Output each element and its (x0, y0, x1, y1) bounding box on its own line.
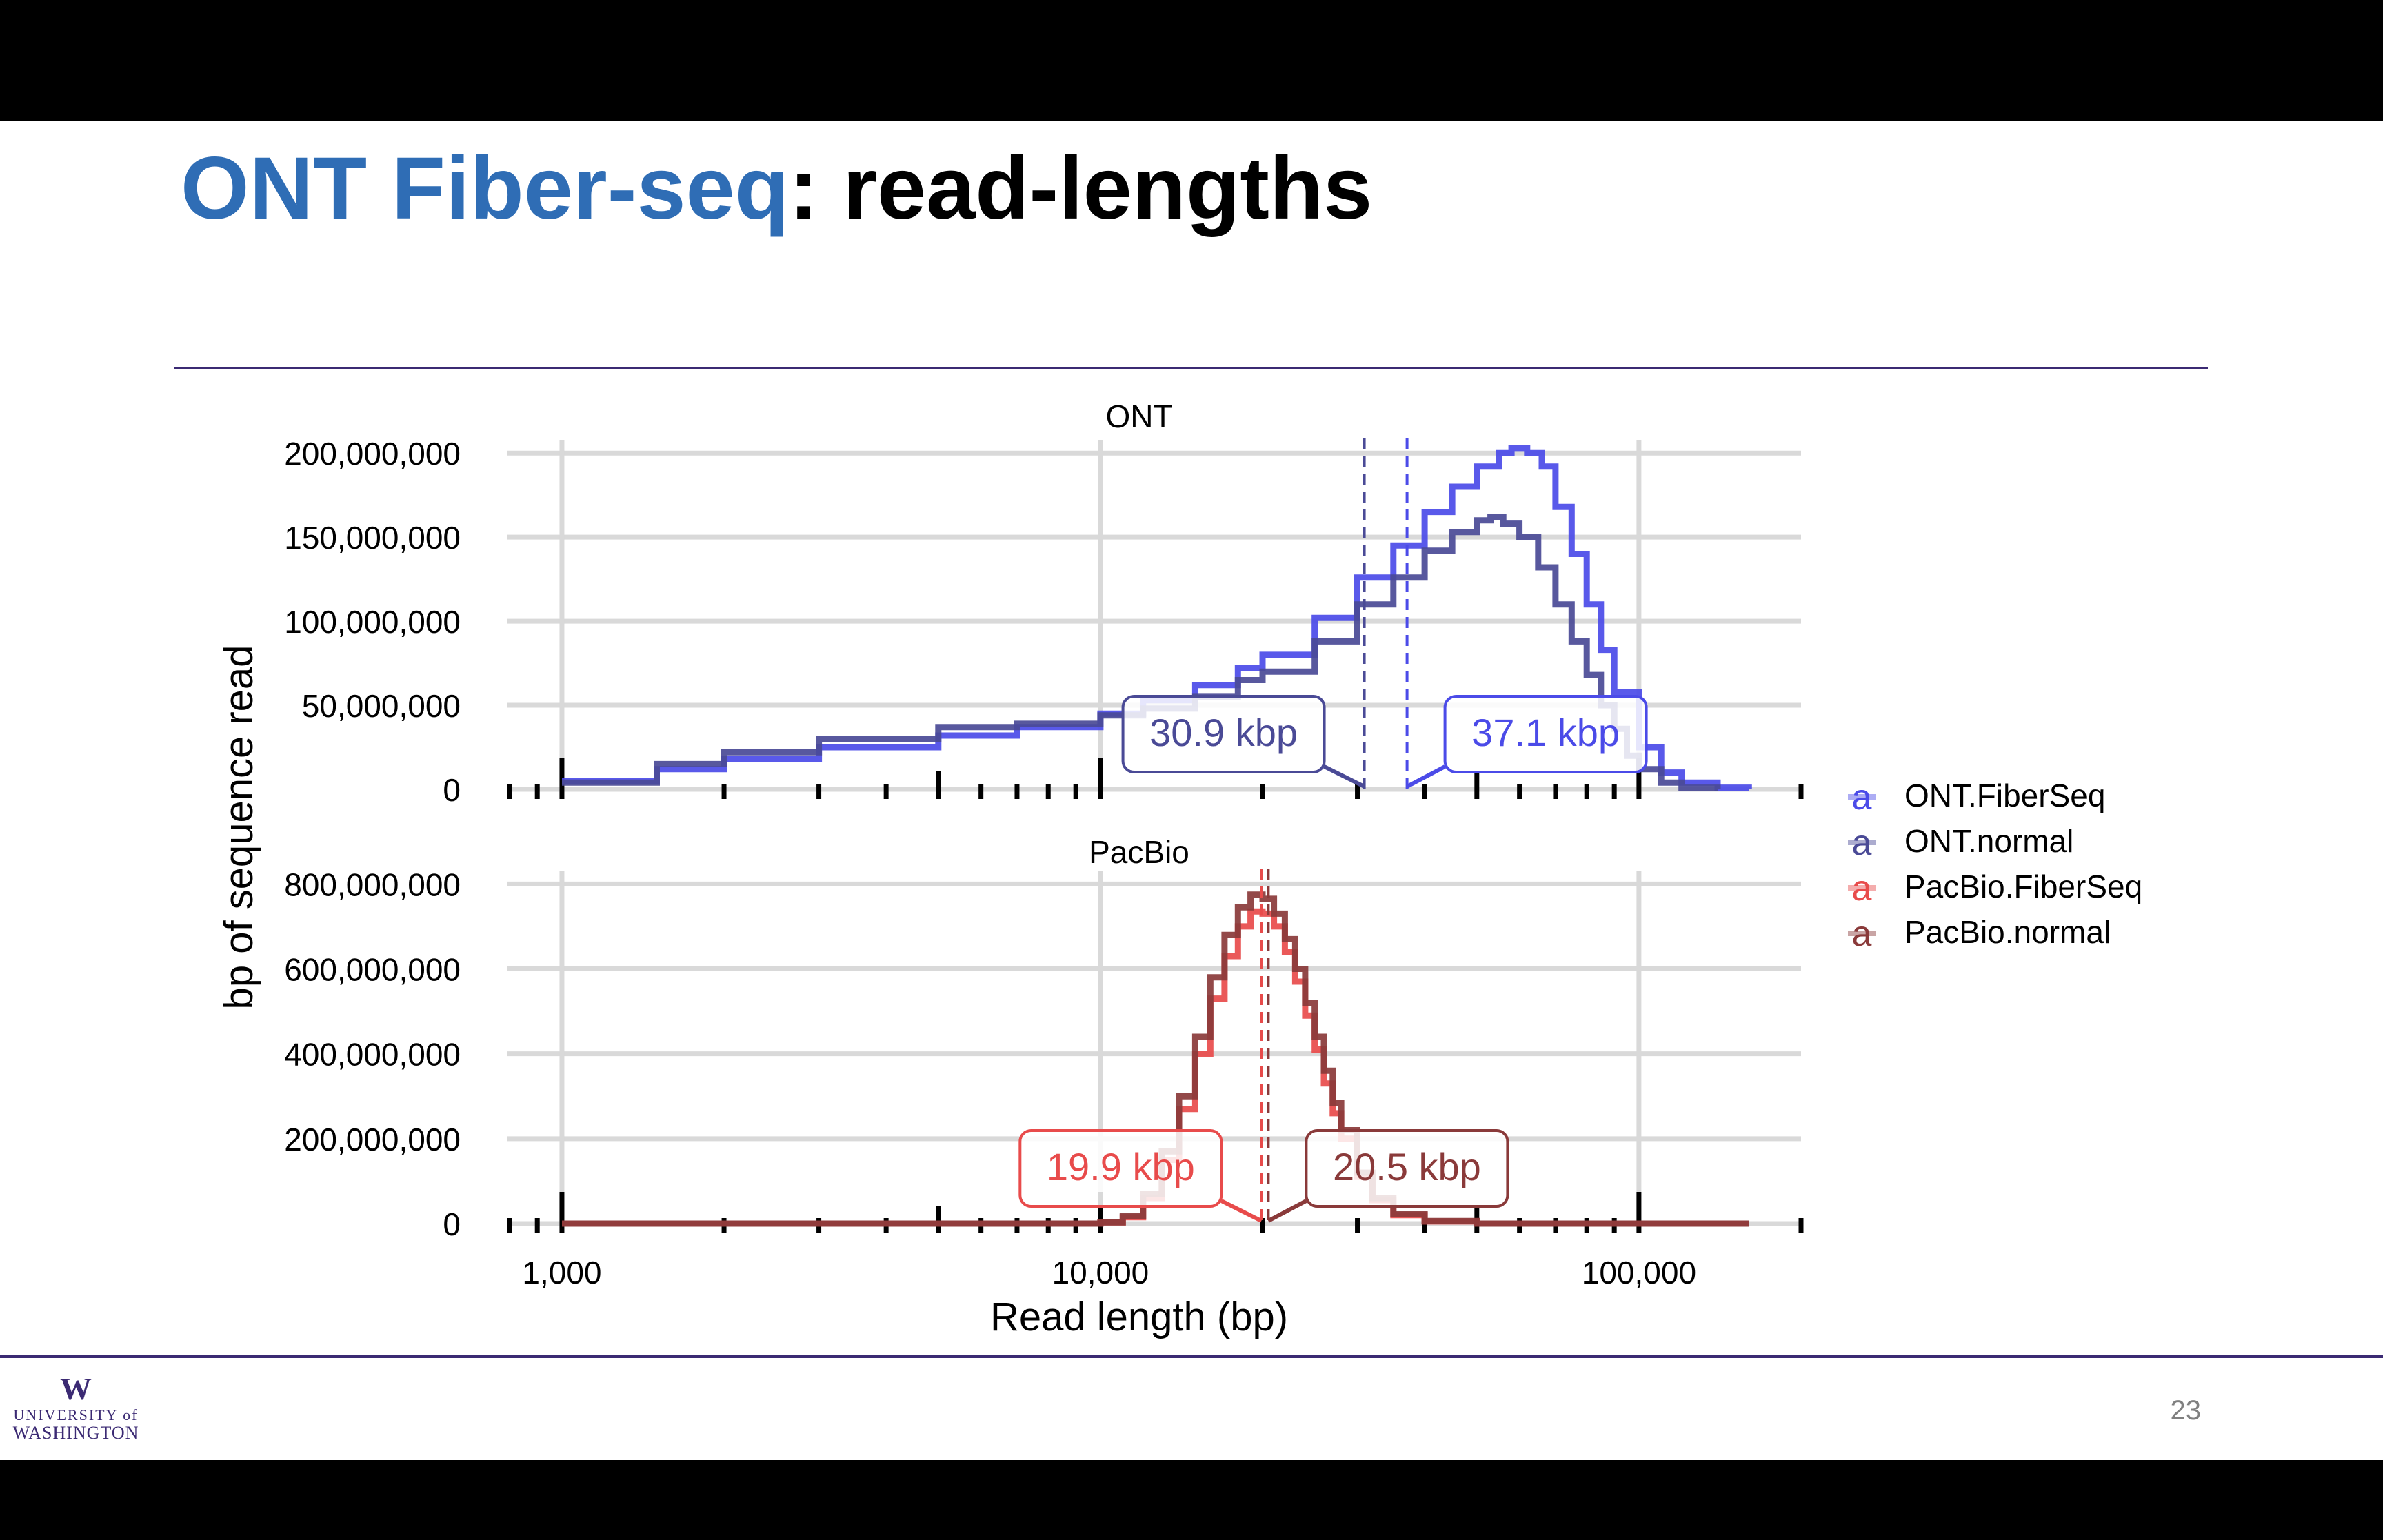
y-axis-label: bp of sequence read (217, 645, 261, 1010)
median-label-pointer (1220, 1199, 1263, 1223)
x-tick-label: 1,000 (522, 1255, 601, 1290)
y-tick-label-ont: 100,000,000 (284, 604, 461, 640)
y-tick-label-pacbio: 600,000,000 (284, 951, 461, 987)
x-axis-label: Read length (bp) (990, 1295, 1288, 1339)
legend-label: ONT.FiberSeq (1904, 778, 2105, 813)
legend-key-symbol: a (1852, 914, 1872, 954)
median-label-pointer (1267, 1199, 1307, 1223)
median-label: 20.5 kbp (1333, 1145, 1481, 1188)
y-tick-label-pacbio: 800,000,000 (284, 867, 461, 902)
footer-divider (0, 1355, 2383, 1358)
median-label: 37.1 kbp (1471, 711, 1620, 754)
median-label-box (1305, 1129, 1509, 1208)
median-label: 19.9 kbp (1047, 1145, 1195, 1188)
panel-title-pacbio: PacBio (1089, 834, 1189, 870)
median-label-box (1018, 1129, 1223, 1208)
median-label-box (1121, 695, 1326, 773)
legend-key-symbol: a (1852, 869, 1872, 909)
panel-title-ont: ONT (1105, 398, 1172, 434)
legend-label: PacBio.normal (1904, 914, 2111, 950)
legend-label: PacBio.FiberSeq (1904, 869, 2142, 904)
slide-number: 23 (2170, 1395, 2202, 1426)
y-tick-label-ont: 150,000,000 (284, 520, 461, 556)
y-tick-label-ont: 50,000,000 (302, 688, 461, 724)
median-label-pointer (1406, 764, 1446, 789)
y-tick-label-pacbio: 0 (443, 1206, 461, 1242)
slide-title: ONT Fiber-seq: read-lengths (181, 138, 1372, 239)
median-label: 30.9 kbp (1149, 711, 1298, 754)
uw-logo-mark: W (60, 1371, 92, 1406)
title-divider (174, 367, 2208, 369)
legend-key-symbol: a (1852, 778, 1872, 818)
y-tick-label-pacbio: 200,000,000 (284, 1122, 461, 1157)
uw-logo-line1: UNIVERSITY of (13, 1406, 139, 1424)
y-tick-label-ont: 200,000,000 (284, 436, 461, 472)
median-label-box (1443, 695, 1648, 773)
median-label-pointer (1323, 764, 1365, 789)
slide-title-highlight: ONT Fiber-seq (181, 139, 789, 238)
slide-title-rest: : read-lengths (788, 139, 1373, 238)
legend-label: ONT.normal (1904, 823, 2073, 859)
x-tick-label: 100,000 (1582, 1255, 1696, 1290)
y-tick-label-pacbio: 400,000,000 (284, 1037, 461, 1073)
x-tick-label: 10,000 (1052, 1255, 1149, 1290)
y-tick-label-ont: 0 (443, 772, 461, 808)
uw-logo-line2: WASHINGTON (12, 1422, 139, 1443)
legend-key-symbol: a (1852, 823, 1872, 863)
university-logo: W UNIVERSITY of WASHINGTON (7, 1371, 145, 1443)
